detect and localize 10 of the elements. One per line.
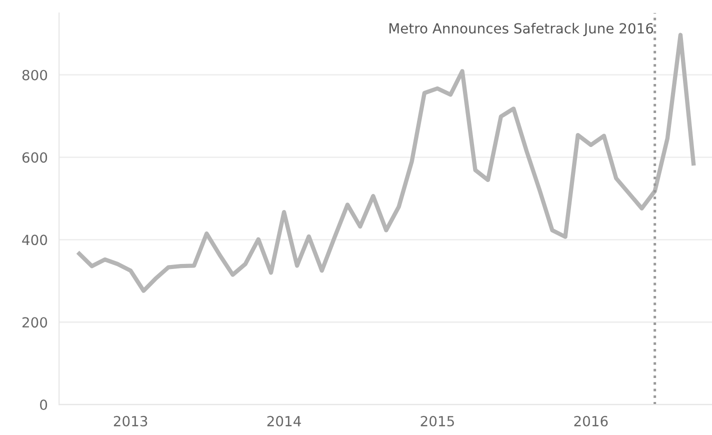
ref-line-label: Metro Announces Safetrack June 2016: [389, 22, 654, 36]
x-tick-label: 2013: [114, 416, 148, 426]
x-tick-label: 2016: [574, 416, 608, 426]
y-tick-label: 400: [22, 234, 48, 246]
y-tick-label: 600: [22, 152, 48, 163]
y-tick-label: 0: [40, 400, 48, 410]
x-tick-label: 2015: [420, 416, 454, 426]
x-tick-label: 2014: [267, 416, 301, 426]
y-tick-label: 800: [22, 70, 48, 80]
y-tick-label: 200: [22, 317, 48, 328]
